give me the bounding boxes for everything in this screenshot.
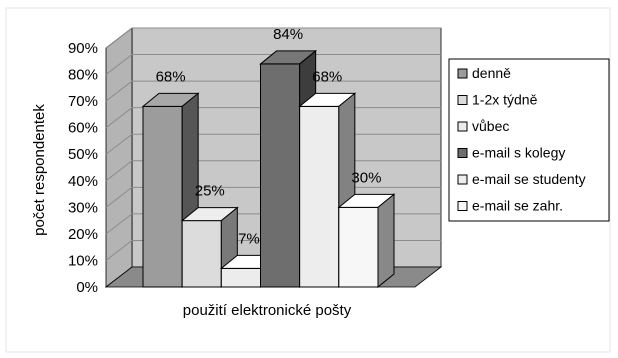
bar-front — [260, 63, 301, 288]
legend-entry: e-mail se studenty — [472, 171, 586, 187]
y-tick-label: 0% — [76, 279, 98, 296]
y-tick-label: 90% — [68, 40, 98, 57]
y-tick-label: 70% — [68, 93, 98, 110]
legend-swatch — [457, 174, 468, 185]
bar-front — [181, 220, 222, 288]
data-label: 30% — [351, 169, 381, 186]
y-tick-label: 50% — [68, 146, 98, 163]
bar-front — [220, 267, 261, 288]
bar-front — [299, 105, 340, 288]
y-axis-title: počet respondentek — [31, 104, 48, 236]
legend-swatch — [457, 68, 468, 79]
gridline — [105, 54, 441, 75]
y-tick-label: 10% — [68, 252, 98, 269]
data-label: 7% — [238, 230, 260, 247]
legend-swatch — [457, 121, 468, 132]
y-tick-label: 20% — [68, 226, 98, 243]
legend-entry: e-mail se zahr. — [472, 198, 563, 214]
bar-side — [377, 193, 395, 289]
legend-entry: e-mail s kolegy — [472, 145, 565, 161]
gridline — [105, 27, 441, 49]
y-tick-label: 30% — [68, 199, 98, 216]
legend-entry: vůbec — [472, 118, 509, 134]
legend-entry: denně — [472, 65, 511, 81]
legend-entry: 1-2x týdně — [472, 92, 538, 108]
legend: denně 1-2x týdně vůbec e-mail s kolegy e-mai… — [448, 58, 610, 222]
bar-front — [142, 105, 183, 288]
legend-box — [448, 58, 610, 222]
data-label: 68% — [156, 68, 186, 85]
legend-swatch — [457, 201, 468, 211]
data-label: 68% — [312, 68, 342, 85]
bar-front — [338, 206, 379, 288]
data-labels: 68% 25% 7% 84% 68% 30% — [156, 26, 382, 247]
gridline — [105, 80, 441, 102]
y-axis-ticks: 0% 10% 20% 30% 40% 50% 60% 70% 80% 90% — [68, 40, 98, 296]
y-tick-label: 60% — [68, 120, 98, 137]
x-axis-title: použití elektronické pošty — [183, 302, 352, 319]
legend-swatch — [457, 148, 468, 158]
bars — [141, 49, 396, 289]
bar — [337, 193, 396, 289]
data-label: 84% — [273, 26, 303, 43]
legend-swatch — [457, 95, 468, 105]
y-tick-label: 40% — [68, 173, 98, 190]
side-wall — [105, 27, 133, 288]
y-tick-label: 80% — [68, 67, 98, 84]
data-label: 25% — [195, 183, 225, 200]
